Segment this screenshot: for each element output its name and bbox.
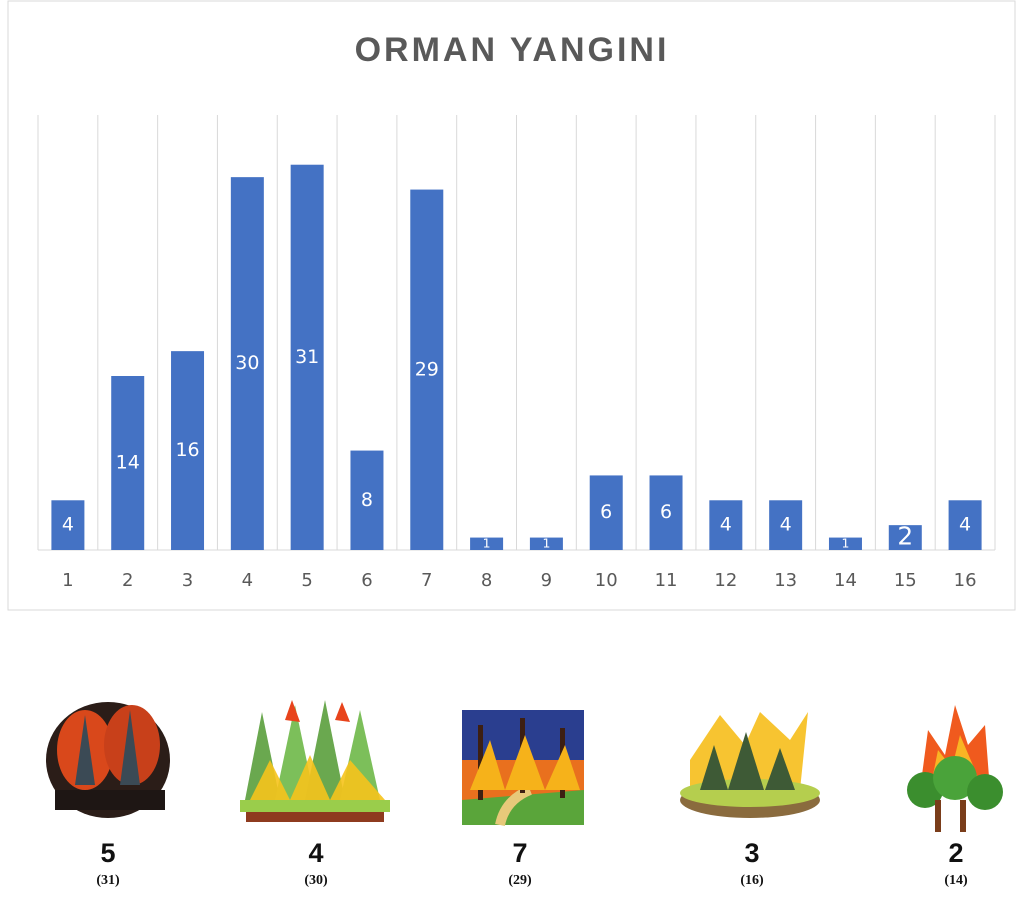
x-tick-label: 15 [894,570,917,591]
data-label: 16 [175,439,199,461]
x-tick-label: 2 [122,570,133,591]
data-label: 1 [542,535,550,550]
data-label: 1 [842,535,850,550]
illustration-2 [240,700,390,822]
x-tick-label: 5 [301,570,312,591]
x-tick-label: 13 [774,570,797,591]
data-label: 6 [600,501,612,523]
picture-count: (31) [96,873,120,888]
illustration-1 [46,702,170,818]
data-label: 31 [295,346,319,368]
x-tick-label: 16 [954,570,977,591]
x-tick-label: 3 [182,570,193,591]
illustration-3 [462,710,584,825]
picture-label: 3 [744,838,759,868]
illustration-5 [907,705,1003,832]
x-tick-label: 7 [421,570,432,591]
data-label: 8 [361,489,373,511]
picture-count: (16) [740,873,764,888]
captions: 5 (31) 4 (30) 7 (29) 3 (16) 2 (14) [96,838,968,888]
x-tick-label: 1 [62,570,73,591]
data-label: 4 [62,514,74,536]
x-tick-label: 8 [481,570,492,591]
page-canvas: ORMAN YANGINI 14214316430531687298191106… [0,0,1020,894]
picture-count: (30) [304,873,328,888]
picture-label: 2 [948,838,963,868]
picture-count: (29) [508,873,532,888]
data-label: 4 [780,514,792,536]
data-label: 29 [415,358,439,380]
data-label: 14 [116,452,140,474]
chart-frame [8,1,1015,610]
data-label: 2 [897,522,913,551]
x-tick-label: 11 [655,570,678,591]
x-tick-label: 14 [834,570,857,591]
data-label: 4 [959,514,971,536]
data-label: 6 [660,501,672,523]
x-tick-label: 9 [541,570,552,591]
data-label: 4 [720,514,732,536]
picture-label: 7 [512,838,527,868]
illustration-4 [680,712,820,818]
page: ORMAN YANGINI 14214316430531687298191106… [0,0,1020,899]
x-tick-label: 10 [595,570,618,591]
picture-label: 4 [308,838,323,868]
picture-count: (14) [944,873,968,888]
x-tick-label: 4 [242,570,253,591]
x-tick-label: 6 [361,570,372,591]
data-label: 30 [235,352,259,374]
chart-title: ORMAN YANGINI [355,31,670,69]
data-label: 1 [483,535,491,550]
picture-label: 5 [100,838,115,868]
x-tick-label: 12 [714,570,737,591]
